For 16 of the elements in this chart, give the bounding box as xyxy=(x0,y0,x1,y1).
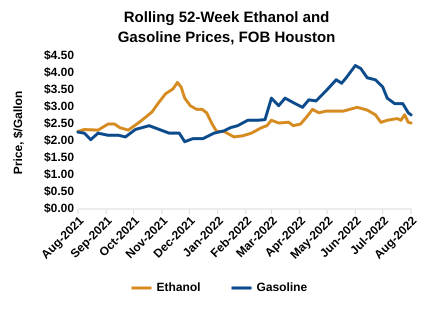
y-tick-label: $0.00 xyxy=(44,201,74,216)
legend-label: Gasoline xyxy=(256,280,308,294)
y-tick-label: $2.50 xyxy=(44,116,74,130)
legend-label: Ethanol xyxy=(156,280,200,294)
y-tick-label: $3.00 xyxy=(44,99,74,114)
y-axis-title: Price, $/Gallon xyxy=(11,90,25,174)
y-tick-label: $1.00 xyxy=(44,167,74,182)
y-tick-label: $1.50 xyxy=(44,150,74,164)
line-series xyxy=(76,64,412,144)
y-tick-label: $4.00 xyxy=(44,65,74,80)
y-tick-label: $3.50 xyxy=(44,82,74,96)
y-tick-label: $2.00 xyxy=(44,133,74,148)
chart-title: Rolling 52-Week Ethanol and Gasoline Prices, FOB Houston xyxy=(118,9,336,46)
line-series xyxy=(76,81,412,138)
y-tick-label: $0.50 xyxy=(44,184,74,198)
y-tick-label: $4.50 xyxy=(44,48,74,62)
